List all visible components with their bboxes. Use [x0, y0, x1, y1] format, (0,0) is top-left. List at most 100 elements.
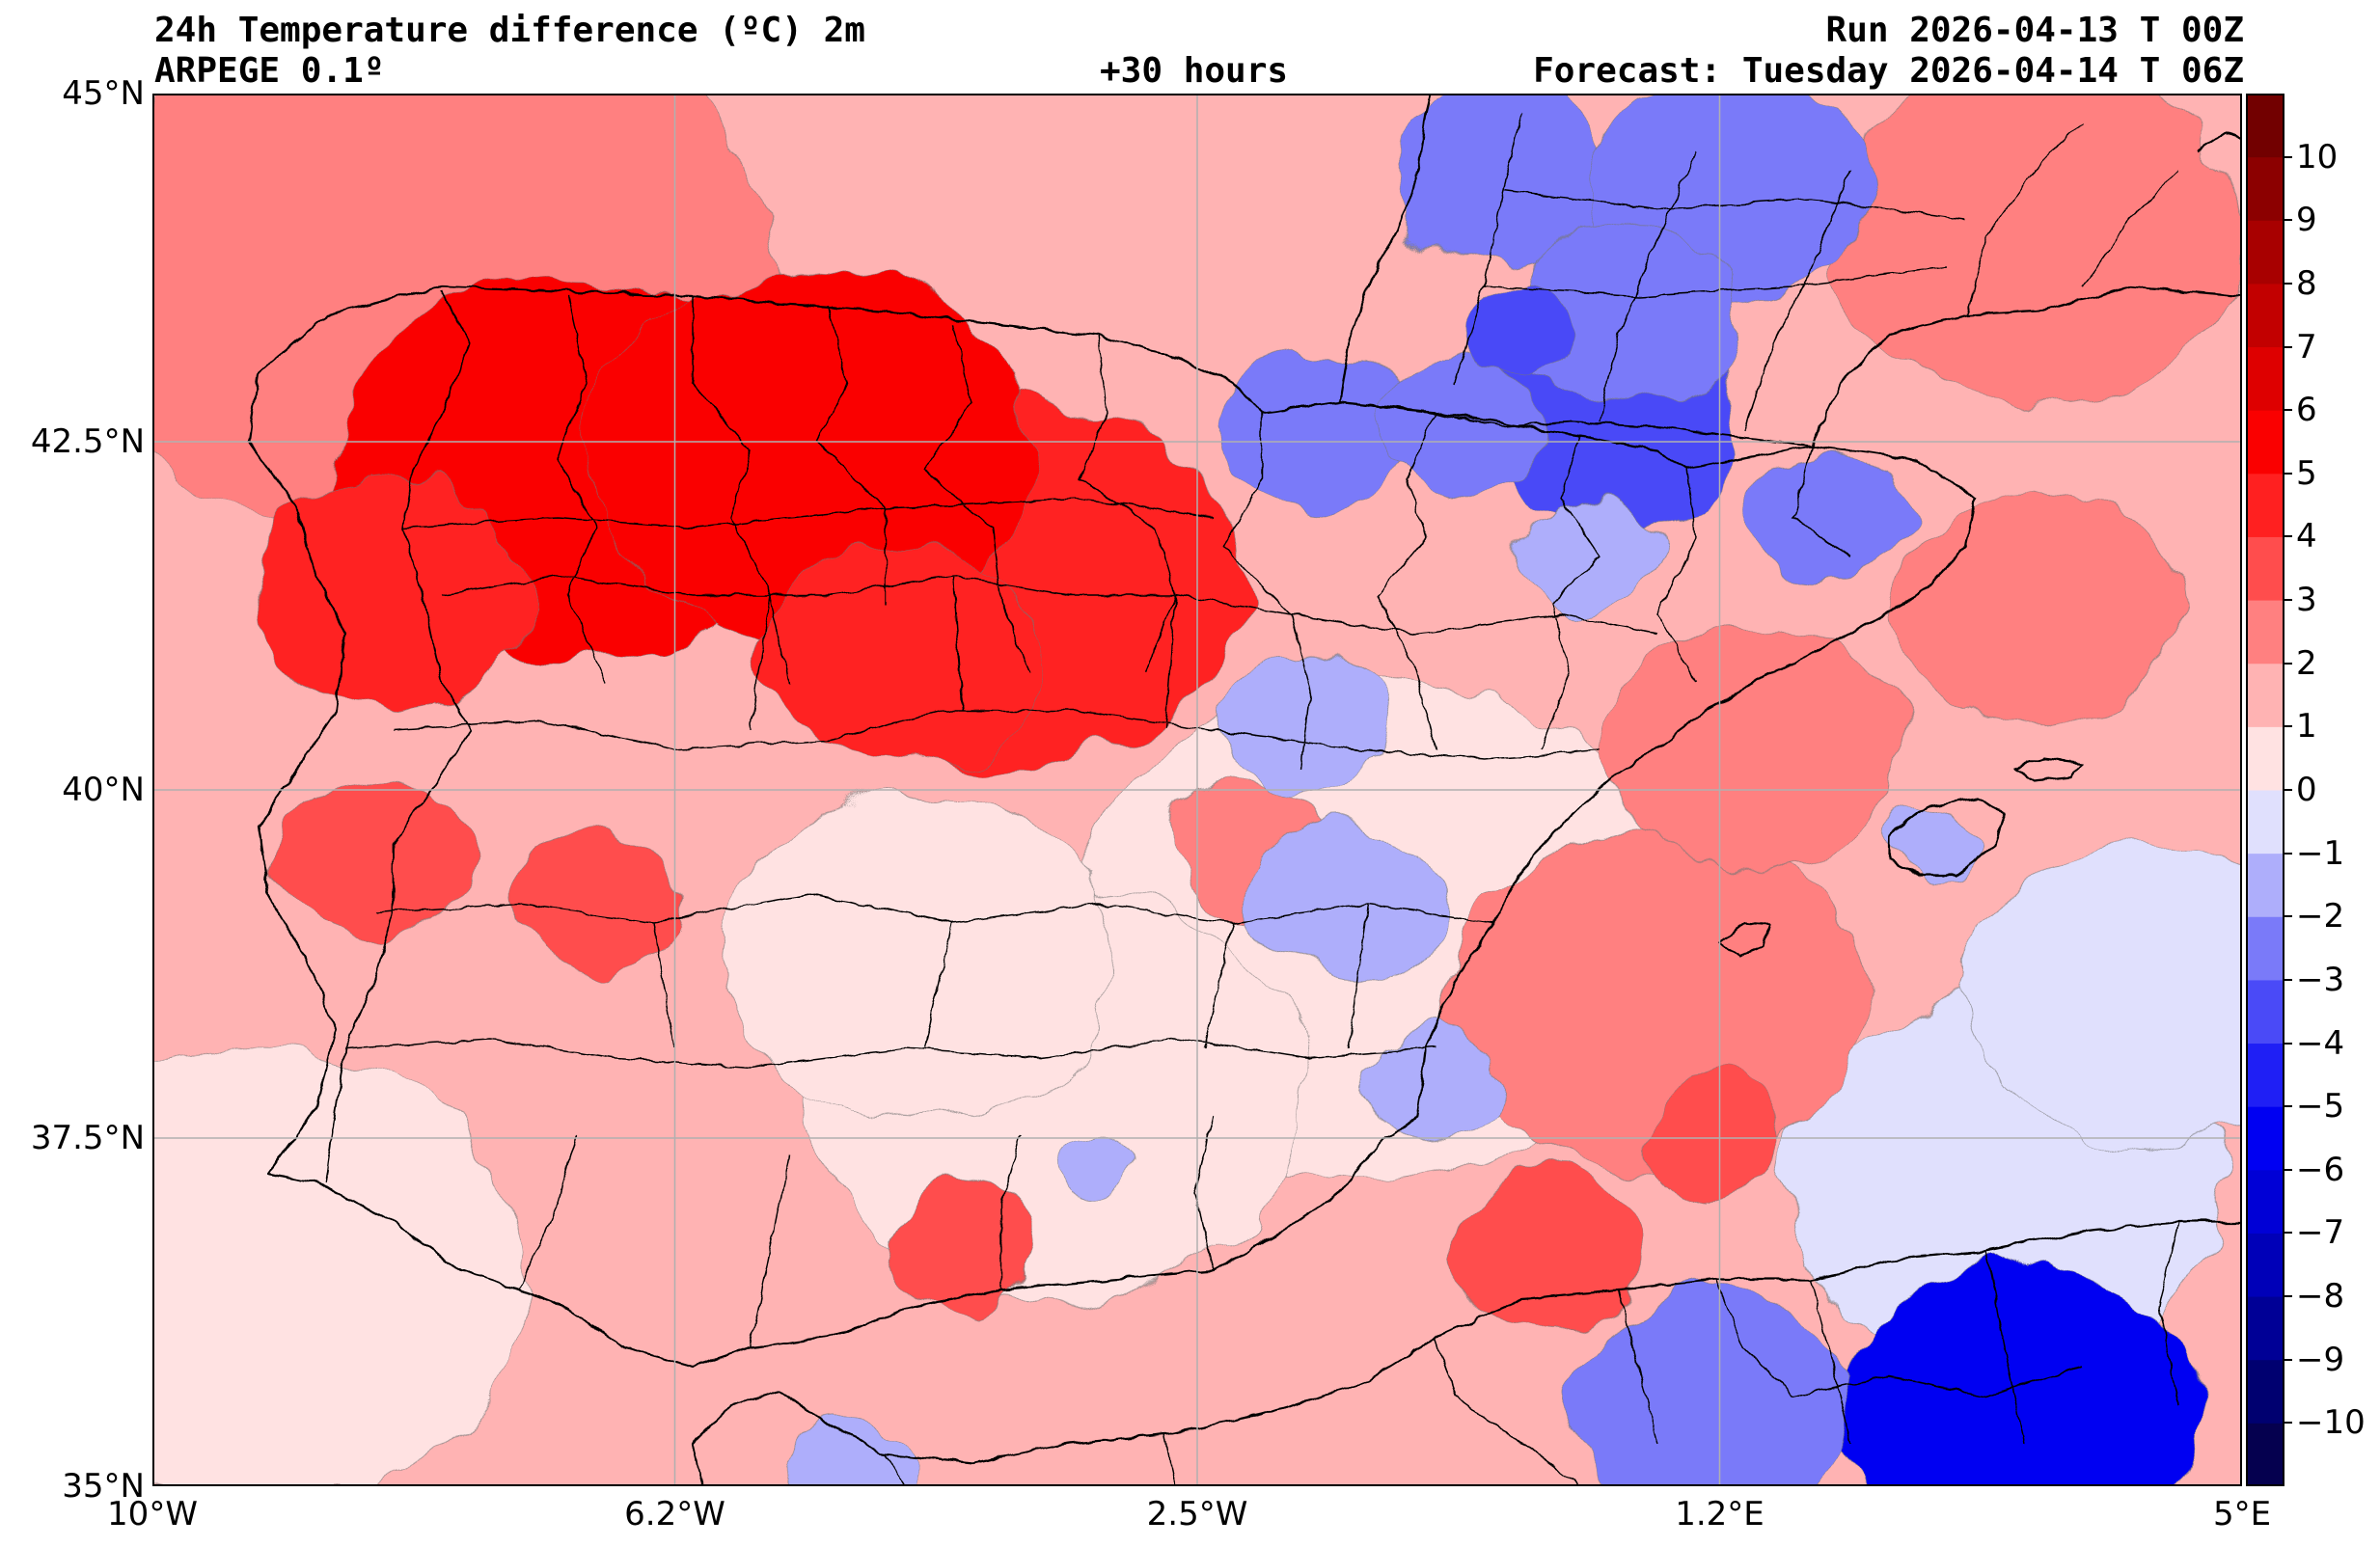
colorbar-tick-mark — [2284, 915, 2292, 918]
longitude-tick-label: 5°E — [2212, 1495, 2272, 1533]
colorbar-tick-label: 0 — [2296, 771, 2317, 809]
field-contour-region — [513, 831, 683, 971]
field-contour-region — [1517, 495, 1658, 611]
field-contour-region — [1886, 804, 1985, 886]
colorbar-tick-mark — [2284, 852, 2292, 855]
colorbar-swatch — [2246, 473, 2284, 537]
colorbar-tick-mark — [2284, 662, 2292, 665]
temperature-difference-map[interactable] — [152, 94, 2242, 1486]
colorbar-tick-mark — [2284, 219, 2292, 222]
longitude-tick-label: 2.5°W — [1146, 1495, 1248, 1533]
temperature-field — [152, 94, 2242, 1486]
field-contour-region — [1447, 1169, 1644, 1330]
menorca-coastline — [2012, 757, 2084, 782]
colorbar-tick-label: 8 — [2296, 263, 2317, 303]
field-contour-region — [1600, 621, 1908, 875]
field-contour-region — [1573, 1288, 1853, 1486]
colorbar-tick-mark — [2284, 599, 2292, 602]
colorbar-tick-label: 3 — [2296, 581, 2317, 620]
map-frame — [152, 94, 2242, 1486]
colorbar-tick-mark — [2284, 1422, 2292, 1425]
corsica-coastline — [2197, 130, 2242, 152]
colorbar-swatch — [2246, 916, 2284, 981]
north-africa-coastline — [691, 1220, 2242, 1486]
colorbar — [2246, 94, 2284, 1486]
colorbar-tick-label: −10 — [2296, 1403, 2366, 1443]
field-contour-region — [1461, 284, 1574, 377]
colorbar-tick-label: 4 — [2296, 517, 2317, 556]
pyrenees-border — [1338, 401, 1813, 447]
colorbar-tick-mark — [2284, 1168, 2292, 1171]
field-contour-region — [152, 1048, 530, 1486]
colorbar-tick-mark — [2284, 1105, 2292, 1108]
longitude-tick-label: 6.2°W — [624, 1495, 725, 1533]
province-borders — [344, 295, 1851, 1348]
colorbar-swatch — [2246, 1359, 2284, 1424]
colorbar-tick-mark — [2284, 978, 2292, 981]
colorbar-tick-label: −3 — [2296, 960, 2345, 999]
field-contour-region — [1378, 359, 1546, 498]
field-contour-region — [277, 778, 474, 940]
ibiza-coastline — [1718, 921, 1770, 959]
colorbar-tick-mark — [2284, 535, 2292, 538]
colorbar-tick-mark — [2284, 282, 2292, 285]
iberia-coastline — [247, 285, 1978, 1369]
colorbar-swatch — [2246, 536, 2284, 601]
colorbar-tick-label: 7 — [2296, 327, 2317, 366]
latitude-tick-label: 45°N — [62, 74, 145, 113]
lead-time-label: +30 hours — [1100, 51, 1289, 91]
colorbar-tick-label: 6 — [2296, 391, 2317, 430]
france-borders — [1454, 112, 2179, 432]
colorbar-swatch — [2246, 790, 2284, 855]
colorbar-tick-label: −5 — [2296, 1087, 2345, 1126]
colorbar-swatch — [2246, 1106, 2284, 1171]
colorbar-swatch — [2246, 1043, 2284, 1107]
colorbar-tick-label: 9 — [2296, 201, 2317, 240]
field-contour-region — [1962, 850, 2242, 1148]
colorbar-swatch — [2246, 156, 2284, 221]
field-contour-region — [249, 479, 530, 710]
colorbar-swatch — [2246, 410, 2284, 475]
field-contour-region — [1363, 1024, 1505, 1140]
colorbar-frame — [2246, 94, 2284, 1486]
colorbar-swatch — [2246, 346, 2284, 411]
field-contour-region — [1252, 821, 1449, 982]
north-africa-borders — [885, 1221, 2179, 1486]
forecast-label: Forecast: Tuesday 2026-04-14 T 06Z — [1533, 51, 2244, 91]
colorbar-tick-label: −8 — [2296, 1277, 2345, 1316]
colorbar-tick-label: −4 — [2296, 1023, 2345, 1063]
colorbar-tick-mark — [2284, 789, 2292, 791]
graticule — [152, 94, 2242, 1486]
colorbar-swatch — [2246, 283, 2284, 348]
colorbar-tick-label: 1 — [2296, 707, 2317, 746]
colorbar-tick-mark — [2284, 155, 2292, 158]
colorbar-tick-label: 10 — [2296, 137, 2339, 176]
coastlines-and-borders — [247, 94, 2242, 1486]
colorbar-tick-label: −2 — [2296, 897, 2345, 936]
map-title: 24h Temperature difference (ºC) 2m — [154, 11, 865, 50]
colorbar-tick-mark — [2284, 725, 2292, 728]
colorbar-tick-mark — [2284, 1232, 2292, 1235]
colorbar-tick-mark — [2284, 1358, 2292, 1361]
colorbar-swatch — [2246, 1423, 2284, 1486]
longitude-tick-label: 1.2°E — [1675, 1495, 1764, 1533]
mallorca-coastline — [1887, 796, 2007, 877]
colorbar-swatch — [2246, 220, 2284, 285]
colorbar-swatch — [2246, 726, 2284, 791]
colorbar-tick-mark — [2284, 345, 2292, 348]
field-contour-region — [1739, 442, 1908, 581]
colorbar-tick-mark — [2284, 472, 2292, 475]
run-label: Run 2026-04-13 T 00Z — [1825, 11, 2244, 50]
field-contour-region — [1064, 1136, 1135, 1195]
colorbar-swatch — [2246, 663, 2284, 727]
model-label: ARPEGE 0.1º — [154, 51, 385, 91]
colorbar-tick-mark — [2284, 409, 2292, 412]
latitude-tick-label: 35°N — [62, 1467, 145, 1506]
colorbar-swatch — [2246, 1233, 2284, 1297]
latitude-tick-label: 42.5°N — [30, 422, 145, 461]
colorbar-tick-label: −9 — [2296, 1340, 2345, 1379]
colorbar-swatch — [2246, 1169, 2284, 1234]
colorbar-tick-label: −1 — [2296, 833, 2345, 873]
field-contour-region — [1224, 651, 1393, 790]
colorbar-tick-mark — [2284, 1295, 2292, 1298]
